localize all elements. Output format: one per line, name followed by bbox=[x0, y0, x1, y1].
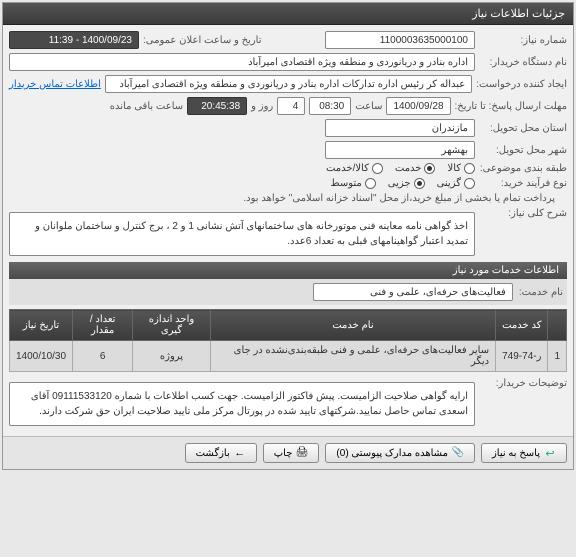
td-4: 6 bbox=[73, 341, 133, 372]
desc-label: شرح کلی نیاز: bbox=[479, 208, 567, 219]
reply-button[interactable]: پاسخ به نیاز bbox=[481, 443, 567, 463]
radio-gozini[interactable]: گزینی bbox=[437, 178, 475, 189]
th-3: واحد اندازه گیری bbox=[133, 310, 211, 341]
table-row: 1 ر-74-749 سایر فعالیت‌های حرفه‌ای، علمی… bbox=[10, 341, 567, 372]
notes-text: ارایه گواهی صلاحیت الزامیست. پیش فاکتور … bbox=[9, 382, 475, 426]
th-4: تعداد / مقدار bbox=[73, 310, 133, 341]
buyer-org-field: اداره بنادر و دریانوردی و منطقه ویژه اقت… bbox=[9, 53, 475, 71]
requester-field: عبداله کر رئیس اداره تدارکات اداره بنادر… bbox=[105, 75, 472, 93]
desc-text: اخذ گواهی نامه معاینه فنی موتورخانه های … bbox=[9, 212, 475, 256]
city-field: بهشهر bbox=[325, 141, 475, 159]
days-field: 4 bbox=[277, 97, 305, 115]
back-button[interactable]: بازگشت bbox=[185, 443, 257, 463]
print-button-label: چاپ bbox=[274, 448, 293, 459]
td-5: 1400/10/30 bbox=[10, 341, 73, 372]
remaining-label: ساعت باقی مانده bbox=[110, 101, 183, 112]
city-label: شهر محل تحویل: bbox=[479, 145, 567, 156]
buyer-org-label: نام دستگاه خریدار: bbox=[479, 57, 567, 68]
radio-both[interactable]: کالا/خدمت bbox=[326, 163, 383, 174]
reply-button-label: پاسخ به نیاز bbox=[492, 448, 540, 459]
radio-khadamat[interactable]: خدمت bbox=[395, 163, 436, 174]
print-button[interactable]: چاپ bbox=[263, 443, 320, 463]
attachments-button[interactable]: مشاهده مدارک پیوستی (0) bbox=[325, 443, 475, 463]
radio-gozini-label: گزینی bbox=[437, 178, 461, 189]
attach-icon bbox=[452, 447, 464, 459]
requester-label: ایجاد کننده درخواست: bbox=[476, 79, 567, 90]
days-label: روز و bbox=[251, 101, 273, 112]
back-button-label: بازگشت bbox=[196, 448, 230, 459]
radio-jozei-label: جزیی bbox=[388, 178, 411, 189]
th-2: نام خدمت bbox=[210, 310, 495, 341]
td-3: پروژه bbox=[133, 341, 211, 372]
need-number-label: شماره نیاز: bbox=[479, 35, 567, 46]
notes-label: توضیحات خریدار: bbox=[479, 378, 567, 389]
td-2: سایر فعالیت‌های حرفه‌ای، علمی و فنی طبقه… bbox=[210, 341, 495, 372]
radio-kala-label: کالا bbox=[447, 163, 461, 174]
deadline-date: 1400/09/28 bbox=[386, 97, 450, 115]
process-note: پرداخت تمام یا بخشی از مبلغ خرید،از محل … bbox=[243, 193, 555, 204]
services-table: کد خدمت نام خدمت واحد اندازه گیری تعداد … bbox=[9, 309, 567, 372]
radio-both-label: کالا/خدمت bbox=[326, 163, 369, 174]
subject-radio-group: کالا خدمت کالا/خدمت bbox=[326, 163, 475, 174]
service-name-field: فعالیت‌های حرفه‌ای، علمی و فنی bbox=[313, 283, 513, 301]
radio-motevaset-label: متوسط bbox=[330, 178, 361, 189]
back-icon bbox=[234, 447, 246, 459]
radio-khadamat-label: خدمت bbox=[395, 163, 422, 174]
service-name-label: نام خدمت: bbox=[519, 287, 563, 298]
process-radio-group: گزینی جزیی متوسط bbox=[330, 178, 475, 189]
province-field: مازندران bbox=[325, 119, 475, 137]
announce-value: 1400/09/23 - 11:39 bbox=[9, 31, 139, 49]
subject-type-label: طبقه بندی موضوعی: bbox=[479, 163, 567, 174]
buyer-contact-link[interactable]: اطلاعات تماس خریدار bbox=[9, 79, 101, 90]
panel-title: جزئیات اطلاعات نیاز bbox=[3, 3, 573, 25]
reply-icon bbox=[544, 447, 556, 459]
remaining-time: 20:45:38 bbox=[187, 97, 247, 115]
process-type-label: نوع فرآیند خرید: bbox=[479, 178, 567, 189]
radio-kala[interactable]: کالا bbox=[447, 163, 475, 174]
attachments-button-label: مشاهده مدارک پیوستی (0) bbox=[336, 448, 448, 459]
td-0: 1 bbox=[548, 341, 567, 372]
services-header: اطلاعات خدمات مورد نیاز bbox=[9, 262, 567, 279]
need-number-field: 1100003635000100 bbox=[325, 31, 475, 49]
deadline-label: مهلت ارسال پاسخ: تا تاریخ: bbox=[455, 101, 567, 112]
th-5: تاریخ نیاز bbox=[10, 310, 73, 341]
button-bar: پاسخ به نیاز مشاهده مدارک پیوستی (0) چاپ… bbox=[3, 436, 573, 469]
time-label-1: ساعت bbox=[355, 101, 382, 112]
announce-label: تاریخ و ساعت اعلان عمومی: bbox=[143, 35, 262, 46]
form-body: شماره نیاز: 1100003635000100 تاریخ و ساع… bbox=[3, 25, 573, 436]
th-1: کد خدمت bbox=[496, 310, 548, 341]
radio-jozei[interactable]: جزیی bbox=[388, 178, 425, 189]
table-header-row: کد خدمت نام خدمت واحد اندازه گیری تعداد … bbox=[10, 310, 567, 341]
print-icon bbox=[296, 447, 308, 459]
need-details-panel: جزئیات اطلاعات نیاز شماره نیاز: 11000036… bbox=[2, 2, 574, 470]
radio-motevaset[interactable]: متوسط bbox=[330, 178, 375, 189]
th-0 bbox=[548, 310, 567, 341]
province-label: استان محل تحویل: bbox=[479, 123, 567, 134]
td-1: ر-74-749 bbox=[496, 341, 548, 372]
deadline-time: 08:30 bbox=[309, 97, 351, 115]
